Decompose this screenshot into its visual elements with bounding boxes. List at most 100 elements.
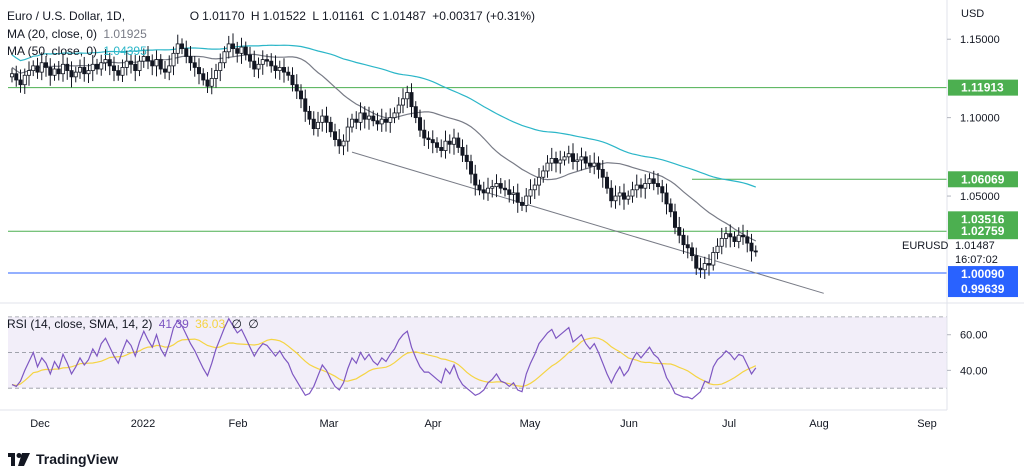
candle[interactable]: [349, 113, 354, 133]
candle[interactable]: [392, 107, 397, 124]
candle[interactable]: [753, 245, 758, 257]
candle[interactable]: [128, 54, 133, 74]
candle[interactable]: [575, 153, 580, 171]
candle[interactable]: [562, 151, 567, 166]
candle[interactable]: [69, 61, 74, 88]
candle[interactable]: [417, 109, 422, 137]
candle[interactable]: [724, 226, 729, 248]
candle[interactable]: [213, 63, 218, 88]
candle[interactable]: [375, 112, 380, 131]
candle[interactable]: [328, 116, 333, 138]
candle[interactable]: [409, 83, 414, 118]
candle[interactable]: [358, 102, 363, 131]
candle[interactable]: [341, 134, 346, 156]
ma50-legend[interactable]: MA (50, close, 0) 1.04395: [7, 43, 150, 59]
candle[interactable]: [201, 68, 206, 86]
candle[interactable]: [707, 254, 712, 276]
candle[interactable]: [468, 154, 473, 184]
candle[interactable]: [56, 61, 61, 81]
candle[interactable]: [715, 238, 720, 260]
candle[interactable]: [260, 50, 265, 75]
candle[interactable]: [464, 144, 469, 170]
candle[interactable]: [222, 46, 227, 69]
candle[interactable]: [617, 186, 622, 206]
candle[interactable]: [61, 53, 66, 82]
candle[interactable]: [477, 179, 482, 196]
candle[interactable]: [749, 233, 754, 262]
candle[interactable]: [639, 178, 644, 198]
candle[interactable]: [145, 45, 150, 70]
candle[interactable]: [630, 181, 635, 203]
candle[interactable]: [702, 256, 707, 280]
candle[interactable]: [545, 155, 550, 178]
candle[interactable]: [673, 203, 678, 235]
candle[interactable]: [264, 54, 269, 67]
price-label-tag[interactable]: 1.11913: [948, 79, 1018, 96]
candle[interactable]: [413, 101, 418, 124]
candle[interactable]: [269, 53, 274, 73]
candle[interactable]: [239, 37, 244, 64]
candle[interactable]: [82, 56, 87, 82]
candle[interactable]: [39, 52, 44, 81]
candle[interactable]: [324, 106, 329, 133]
candle[interactable]: [460, 139, 465, 163]
candle[interactable]: [388, 108, 393, 133]
candle[interactable]: [277, 60, 282, 80]
candle[interactable]: [732, 231, 737, 248]
candle[interactable]: [379, 108, 384, 132]
candle[interactable]: [592, 152, 597, 175]
candle[interactable]: [634, 174, 639, 198]
candle[interactable]: [235, 41, 240, 63]
candle[interactable]: [18, 69, 23, 93]
candle[interactable]: [456, 132, 461, 153]
candle[interactable]: [596, 156, 601, 179]
candle[interactable]: [44, 55, 49, 77]
candle[interactable]: [286, 66, 291, 81]
candle[interactable]: [73, 66, 78, 83]
tradingview-brand[interactable]: TradingView: [8, 451, 118, 467]
candle[interactable]: [9, 68, 14, 83]
candle[interactable]: [154, 50, 159, 77]
candle[interactable]: [230, 33, 235, 57]
price-label-tag[interactable]: 0.99639: [948, 281, 1018, 298]
rsi-line[interactable]: [11, 317, 757, 400]
candle[interactable]: [332, 123, 337, 147]
candle[interactable]: [371, 110, 376, 127]
price-label-tag[interactable]: 1.00090: [948, 266, 1018, 283]
rsi-legend[interactable]: RSI (14, close, SMA, 14, 2) 41.39 36.03 …: [7, 316, 262, 332]
candle[interactable]: [22, 68, 27, 94]
candle[interactable]: [643, 174, 648, 199]
candle[interactable]: [95, 58, 100, 75]
candle[interactable]: [14, 65, 19, 87]
candle[interactable]: [209, 67, 214, 95]
candle[interactable]: [396, 97, 401, 120]
candle[interactable]: [434, 137, 439, 153]
price-pane[interactable]: [0, 33, 1024, 304]
time-axis[interactable]: Dec 2022 Feb Mar Apr May Jun Jul Aug Sep: [0, 409, 947, 430]
candle[interactable]: [107, 52, 112, 76]
candle[interactable]: [668, 198, 673, 218]
candle[interactable]: [252, 50, 257, 78]
candle[interactable]: [141, 48, 146, 68]
candle[interactable]: [281, 58, 286, 83]
candle[interactable]: [600, 160, 605, 188]
candle[interactable]: [677, 216, 682, 244]
candle[interactable]: [626, 190, 631, 205]
candle[interactable]: [192, 55, 197, 77]
candle[interactable]: [481, 181, 486, 200]
candle[interactable]: [205, 71, 210, 94]
candle[interactable]: [311, 111, 316, 136]
candle[interactable]: [741, 224, 746, 245]
candle[interactable]: [383, 112, 388, 132]
candle[interactable]: [664, 183, 669, 215]
candle[interactable]: [103, 49, 108, 71]
candle[interactable]: [48, 58, 53, 86]
price-label-tag[interactable]: 1.02759: [948, 223, 1018, 240]
candle[interactable]: [728, 224, 733, 248]
candle[interactable]: [345, 117, 350, 152]
candle[interactable]: [685, 235, 690, 259]
candle[interactable]: [736, 227, 741, 249]
candle[interactable]: [247, 46, 252, 68]
candle[interactable]: [290, 67, 295, 92]
